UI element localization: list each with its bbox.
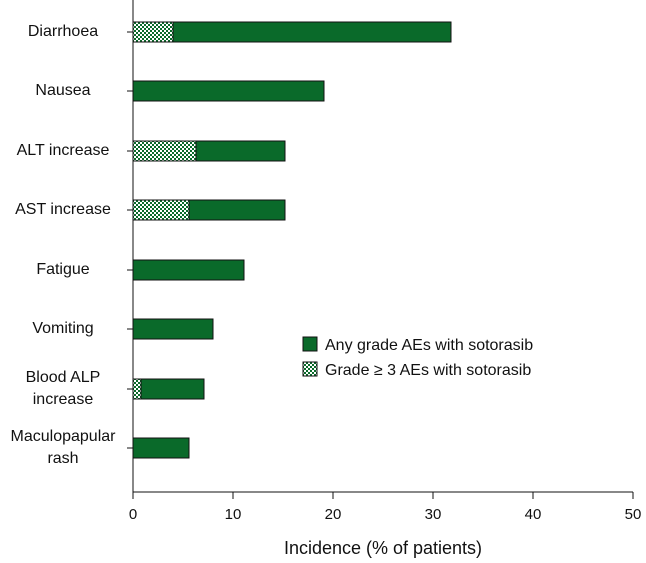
legend-swatch-grade-3 [302, 361, 318, 377]
category-label-line: Blood ALP [25, 369, 101, 386]
category-label-line: Fatigue [36, 261, 90, 278]
category-label-line: Diarrhoea [27, 23, 99, 40]
x-tick-label: 40 [525, 506, 542, 523]
category-label-line: Nausea [35, 82, 91, 99]
category-label: Vomiting [0, 318, 126, 340]
x-tick-label: 10 [225, 506, 242, 523]
bar-grade-3-plus [132, 199, 190, 221]
category-label-line: rash [47, 450, 79, 467]
axes-layer: 0 10 20 30 40 50 [127, 0, 641, 523]
category-label: Nausea [0, 80, 126, 102]
bar-any-grade [132, 21, 452, 43]
bar-any-grade [132, 80, 325, 102]
category-label-line: AST increase [15, 201, 111, 218]
category-label: AST increase [0, 199, 126, 221]
bar-any-grade [132, 437, 190, 459]
x-tick-label: 20 [325, 506, 342, 523]
x-tick-label: 0 [129, 506, 137, 523]
x-axis-title: Incidence (% of patients) [283, 538, 483, 558]
legend-label-grade-3: Grade ≥ 3 AEs with sotorasib [325, 362, 531, 379]
category-label: Maculopapular rash [0, 426, 126, 470]
category-label: Fatigue [0, 259, 126, 281]
legend-swatch-any-grade [302, 336, 318, 352]
bar-any-grade [132, 259, 245, 281]
category-label-line: increase [32, 391, 94, 408]
bars-layer [132, 21, 452, 459]
legend: Any grade AEs with sotorasib Grade ≥ 3 AE… [302, 336, 533, 379]
category-label-line: Vomiting [32, 320, 94, 337]
x-tick-label: 50 [625, 506, 642, 523]
bar-any-grade [132, 318, 214, 340]
category-label-line: Maculopapular [10, 428, 116, 445]
category-label: Blood ALP increase [0, 367, 126, 411]
legend-label-any-grade: Any grade AEs with sotorasib [325, 337, 533, 354]
category-label-line: ALT increase [16, 142, 110, 159]
bar-any-grade [132, 378, 205, 400]
x-tick-label: 30 [425, 506, 442, 523]
bar-grade-3-plus [132, 378, 142, 400]
category-label: ALT increase [0, 140, 126, 162]
bar-grade-3-plus [132, 140, 197, 162]
bar-grade-3-plus [132, 21, 174, 43]
category-label: Diarrhoea [0, 21, 126, 43]
